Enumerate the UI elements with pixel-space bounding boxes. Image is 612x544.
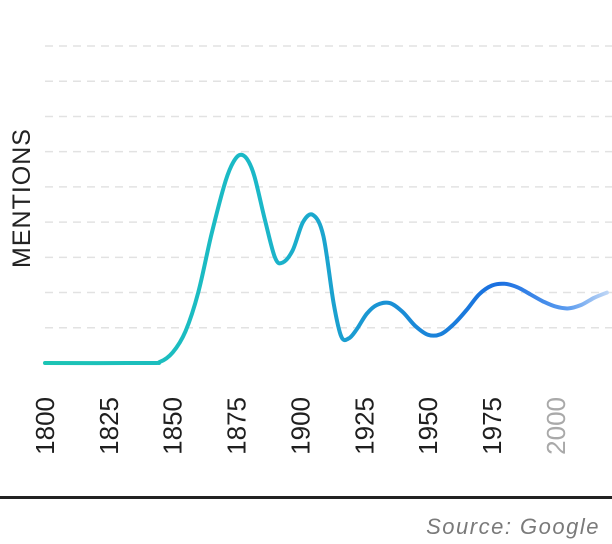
footer-rule [0,496,612,499]
x-tick-label: 1950 [413,397,443,455]
gridlines [45,45,612,329]
x-tick-label: 1875 [222,397,252,455]
x-tick-label: 1800 [30,397,60,455]
x-tick-label: 1975 [477,397,507,455]
x-tick-label: 1925 [349,397,379,455]
y-axis-label: MENTIONS [8,128,36,268]
series-line [43,152,609,366]
x-tick-label: 1825 [94,397,124,455]
x-tick-label: 1900 [285,397,315,455]
x-tick-label: 1850 [158,397,188,455]
x-axis-ticks: 1800 1825 1850 1875 1900 1925 1950 1975 2000 [30,397,571,455]
x-tick-label: 2000 [541,397,571,455]
source-note: Source: Google [426,514,600,539]
